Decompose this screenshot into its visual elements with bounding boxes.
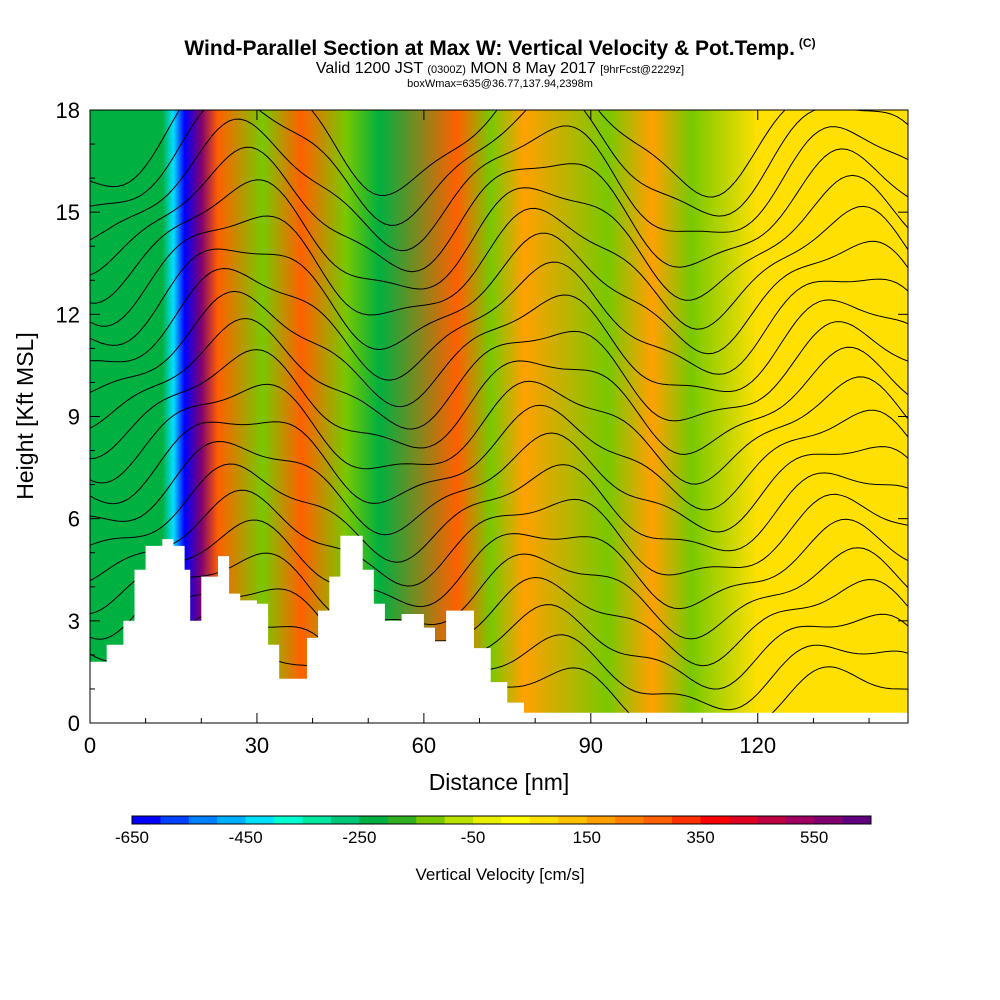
y-tick-label: 9 [68, 405, 80, 430]
colorbar-swatch [217, 816, 247, 824]
colorbar-label: -250 [342, 828, 376, 847]
colorbar-swatch [728, 816, 758, 824]
forecast-info: [9hrFcst@2229z] [600, 64, 685, 76]
y-tick-label: 6 [68, 507, 80, 532]
theta-contour-line [90, 232, 908, 355]
colorbar-swatch [132, 816, 161, 824]
theta-contour-line [90, 376, 908, 485]
colorbar-swatch [529, 816, 559, 824]
theta-contour-line [90, 346, 908, 460]
x-axis: 0 30 60 90 120 [84, 110, 870, 758]
theta-contour-line [90, 463, 908, 563]
utc-time: (0300Z) [427, 64, 466, 76]
theta-contour-line [90, 261, 908, 381]
y-tick-label: 15 [56, 200, 80, 225]
y-tick-label: 18 [56, 98, 80, 123]
theta-contour-line [90, 404, 908, 511]
colorbar-swatch [757, 816, 787, 824]
x-axis-title: Distance [nm] [429, 769, 570, 795]
colorbar-swatch [700, 816, 730, 824]
y-axis: 0 3 6 9 12 15 18 [56, 98, 908, 736]
colorbar-swatch [359, 816, 389, 824]
colorbar-frame [131, 815, 872, 825]
colorbar-label: 150 [573, 828, 601, 847]
theta-contour-line [90, 432, 908, 536]
theta-contour-line [90, 290, 908, 408]
x-tick-label: 0 [84, 733, 96, 758]
colorbar-swatch [160, 816, 190, 824]
chart-title: Wind-Parallel Section at Max W: Vertical… [184, 36, 816, 60]
valid-date: MON 8 May 2017 [470, 60, 596, 77]
colorbar-swatch [558, 816, 588, 824]
colorbar-swatch [330, 816, 360, 824]
colorbar-label: -650 [115, 828, 149, 847]
theta-contour-line [90, 205, 908, 330]
theta-contour-line [90, 110, 908, 226]
plot-area [89, 109, 909, 724]
colorbar: -650 -450 -250 -50 150 350 550 [115, 815, 872, 847]
colorbar-label: -50 [461, 828, 486, 847]
colorbar-swatch [274, 816, 304, 824]
theta-contour-line [90, 174, 908, 304]
theta-contours [90, 110, 908, 723]
y-tick-label: 12 [56, 302, 80, 327]
colorbar-swatch [814, 816, 844, 824]
valid-time: Valid 1200 JST [315, 60, 423, 77]
colorbar-label: 550 [800, 828, 828, 847]
y-tick-label: 3 [68, 609, 80, 634]
colorbar-swatch [672, 816, 701, 824]
x-tick-label: 30 [245, 733, 269, 758]
colorbar-swatch [586, 816, 616, 824]
x-tick-label: 120 [739, 733, 776, 758]
colorbar-swatch [615, 816, 645, 824]
theta-contour-line [90, 317, 908, 430]
theta-contour-line [90, 110, 786, 198]
colorbar-swatch [785, 816, 815, 824]
y-tick-label: 0 [68, 711, 80, 736]
terrain [90, 535, 908, 723]
colorbar-swatch [416, 816, 446, 824]
colorbar-swatch [188, 816, 218, 824]
theta-contour-line [90, 146, 908, 276]
theta-contour-line [90, 518, 908, 615]
x-tick-label: 90 [579, 733, 603, 758]
y-axis-title: Height [Kft MSL] [12, 332, 38, 499]
theta-contour-line [90, 118, 908, 252]
colorbar-swatch [501, 816, 531, 824]
box-info: boxWmax=635@36.77,137.94,2398m [407, 78, 593, 90]
colorbar-label: -450 [229, 828, 263, 847]
colorbar-swatch [473, 816, 502, 824]
colorbar-swatch [842, 816, 872, 824]
colorbar-swatch [302, 816, 332, 824]
x-tick-label: 60 [412, 733, 436, 758]
colorbar-swatch [444, 816, 474, 824]
theta-contour-line [90, 489, 908, 587]
colorbar-swatch [387, 816, 417, 824]
colorbar-swatch [643, 816, 673, 824]
colorbar-label: 350 [686, 828, 714, 847]
chart-subtitle: Valid 1200 JST (0300Z) MON 8 May 2017 [9… [0, 60, 1000, 78]
copyright-mark: (C) [798, 36, 816, 50]
colorbar-title: Vertical Velocity [cm/s] [415, 865, 584, 884]
colorbar-swatch [245, 816, 275, 824]
